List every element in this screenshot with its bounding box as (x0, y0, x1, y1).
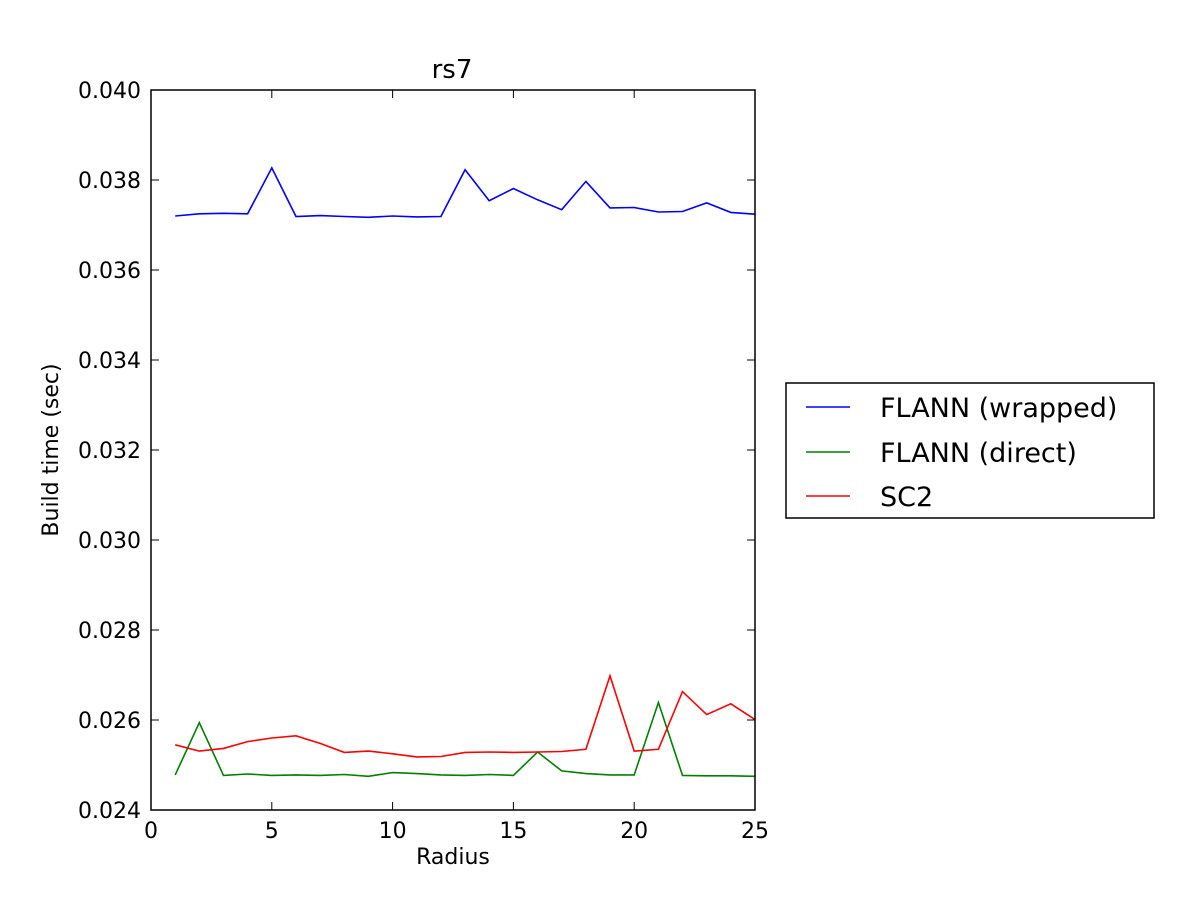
y-axis-label: Build time (sec) (39, 363, 64, 536)
y-tick-label: 0.034 (78, 349, 141, 374)
y-tick-label: 0.038 (78, 169, 141, 194)
y-tick-label: 0.028 (78, 619, 141, 644)
x-axis-label: Radius (416, 845, 490, 870)
legend-label: SC2 (880, 482, 933, 513)
chart-title: rs7 (432, 55, 473, 85)
series-line-sc2 (174, 673, 756, 758)
plot-frame (150, 89, 756, 811)
x-tick-label: 0 (144, 819, 158, 844)
legend-label: FLANN (direct) (880, 438, 1077, 469)
ticks-layer: 0 5 10 15 20 25 0.024 0.026 0.028 0.030 0.032 0.034… (78, 79, 769, 844)
series-layer (174, 166, 756, 778)
legend-label: FLANN (wrapped) (880, 393, 1117, 424)
y-tick-label: 0.036 (78, 259, 141, 284)
series-line-flann-direct (174, 699, 756, 778)
x-tick-label: 20 (620, 819, 648, 844)
y-tick-label: 0.030 (78, 529, 141, 554)
x-tick-label: 10 (379, 819, 407, 844)
legend: FLANN (wrapped) FLANN (direct) SC2 (785, 382, 1155, 519)
x-tick-label: 25 (741, 819, 769, 844)
x-tick-label: 5 (265, 819, 279, 844)
y-tick-label: 0.024 (78, 799, 141, 824)
y-tick-label: 0.032 (78, 439, 141, 464)
x-tick-label: 15 (499, 819, 527, 844)
y-tick-label: 0.026 (78, 709, 141, 734)
series-line-flann-wrapped (175, 166, 756, 219)
y-tick-label: 0.040 (78, 79, 141, 104)
